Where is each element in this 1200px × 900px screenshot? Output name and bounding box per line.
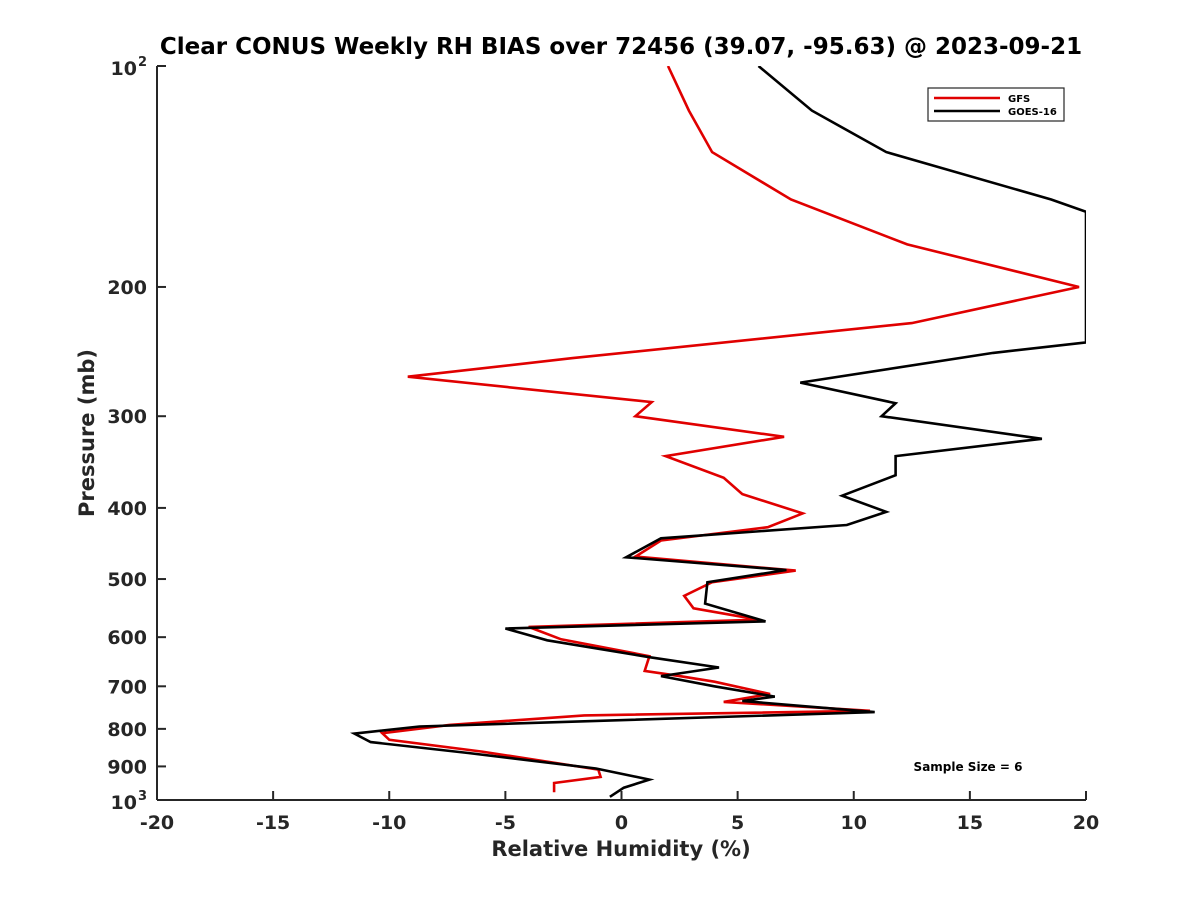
y-tick-exponent: 2 bbox=[138, 55, 147, 70]
y-tick-label: 500 bbox=[107, 569, 147, 591]
x-tick-label: -10 bbox=[372, 812, 406, 834]
x-tick-label: 10 bbox=[841, 812, 867, 834]
x-tick-label: 5 bbox=[731, 812, 744, 834]
x-tick-label: -5 bbox=[495, 812, 516, 834]
y-tick-label: 900 bbox=[107, 756, 147, 778]
legend: GFS GOES-16 bbox=[927, 87, 1065, 122]
legend-label-goes16: GOES-16 bbox=[1008, 107, 1057, 118]
y-tick-label: 800 bbox=[107, 719, 147, 741]
x-tick-label: -15 bbox=[256, 812, 290, 834]
legend-label-gfs: GFS bbox=[1008, 94, 1030, 105]
y-tick-label: 700 bbox=[107, 676, 147, 698]
x-tick-label: 0 bbox=[615, 812, 628, 834]
y-axis-label: Pressure (mb) bbox=[75, 349, 99, 517]
x-tick-label: 15 bbox=[957, 812, 983, 834]
sample-size-annotation: Sample Size = 6 bbox=[914, 760, 1023, 774]
y-tick-label: 400 bbox=[107, 498, 147, 520]
y-tick-label: 200 bbox=[107, 277, 147, 299]
chart-title: Clear CONUS Weekly RH BIAS over 72456 (3… bbox=[160, 34, 1082, 60]
x-tick-label: -20 bbox=[140, 812, 174, 834]
x-axis-label: Relative Humidity (%) bbox=[491, 837, 750, 861]
y-tick-label: 10 bbox=[111, 792, 137, 814]
legend-box bbox=[927, 87, 1065, 122]
y-tick-label: 600 bbox=[107, 627, 147, 649]
series-line-goes16 bbox=[350, 66, 1086, 798]
y-tick-label: 10 bbox=[111, 58, 137, 80]
y-tick-exponent: 3 bbox=[138, 789, 147, 804]
y-tick-label: 300 bbox=[107, 406, 147, 428]
x-tick-label: 20 bbox=[1073, 812, 1099, 834]
